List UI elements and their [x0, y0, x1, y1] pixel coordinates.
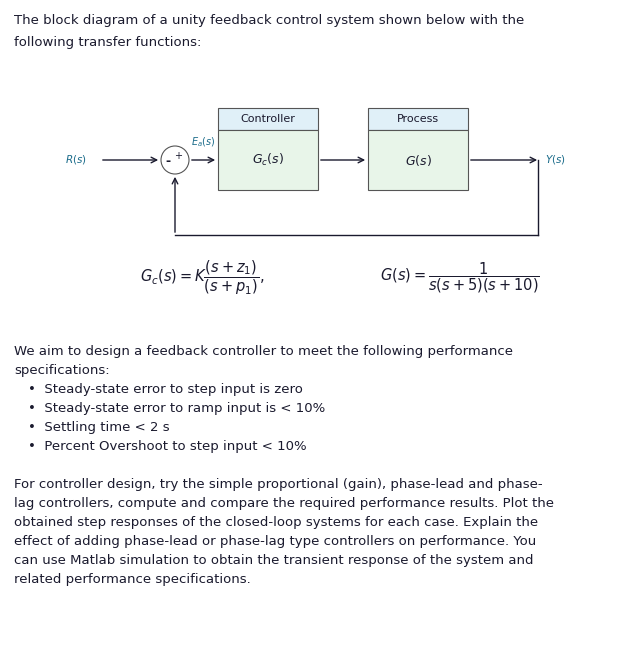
- Text: +: +: [174, 151, 182, 161]
- Text: We aim to design a feedback controller to meet the following performance: We aim to design a feedback controller t…: [14, 345, 513, 358]
- Text: -: -: [165, 155, 170, 169]
- Text: obtained step responses of the closed-loop systems for each case. Explain the: obtained step responses of the closed-lo…: [14, 516, 538, 529]
- Text: •  Settling time < 2 s: • Settling time < 2 s: [28, 421, 170, 434]
- Text: For controller design, try the simple proportional (gain), phase-lead and phase-: For controller design, try the simple pr…: [14, 478, 543, 491]
- FancyBboxPatch shape: [368, 130, 468, 190]
- Text: $R(s)$: $R(s)$: [65, 153, 87, 167]
- Text: lag controllers, compute and compare the required performance results. Plot the: lag controllers, compute and compare the…: [14, 497, 554, 510]
- Circle shape: [161, 146, 189, 174]
- Text: Process: Process: [397, 114, 439, 124]
- Text: $Y(s)$: $Y(s)$: [545, 153, 566, 167]
- Text: $G_c(s) = K\dfrac{(s+z_1)}{(s+p_1)},$: $G_c(s) = K\dfrac{(s+z_1)}{(s+p_1)},$: [140, 259, 264, 297]
- Text: The block diagram of a unity feedback control system shown below with the: The block diagram of a unity feedback co…: [14, 14, 524, 27]
- Text: •  Steady-state error to ramp input is < 10%: • Steady-state error to ramp input is < …: [28, 402, 325, 415]
- Text: can use Matlab simulation to obtain the transient response of the system and: can use Matlab simulation to obtain the …: [14, 554, 533, 567]
- Text: specifications:: specifications:: [14, 364, 110, 377]
- Text: $G(s)$: $G(s)$: [404, 153, 431, 167]
- Text: Controller: Controller: [241, 114, 295, 124]
- FancyBboxPatch shape: [218, 108, 318, 130]
- Text: $G(s) = \dfrac{1}{s(s+5)(s+10)}$: $G(s) = \dfrac{1}{s(s+5)(s+10)}$: [380, 261, 540, 295]
- Text: following transfer functions:: following transfer functions:: [14, 36, 202, 49]
- Text: •  Percent Overshoot to step input < 10%: • Percent Overshoot to step input < 10%: [28, 440, 307, 453]
- Text: $G_c(s)$: $G_c(s)$: [252, 152, 284, 168]
- FancyBboxPatch shape: [368, 108, 468, 130]
- Text: •  Steady-state error to step input is zero: • Steady-state error to step input is ze…: [28, 383, 303, 396]
- Text: $E_a(s)$: $E_a(s)$: [191, 135, 215, 149]
- Text: related performance specifications.: related performance specifications.: [14, 573, 251, 586]
- FancyBboxPatch shape: [218, 130, 318, 190]
- Text: effect of adding phase-lead or phase-lag type controllers on performance. You: effect of adding phase-lead or phase-lag…: [14, 535, 537, 548]
